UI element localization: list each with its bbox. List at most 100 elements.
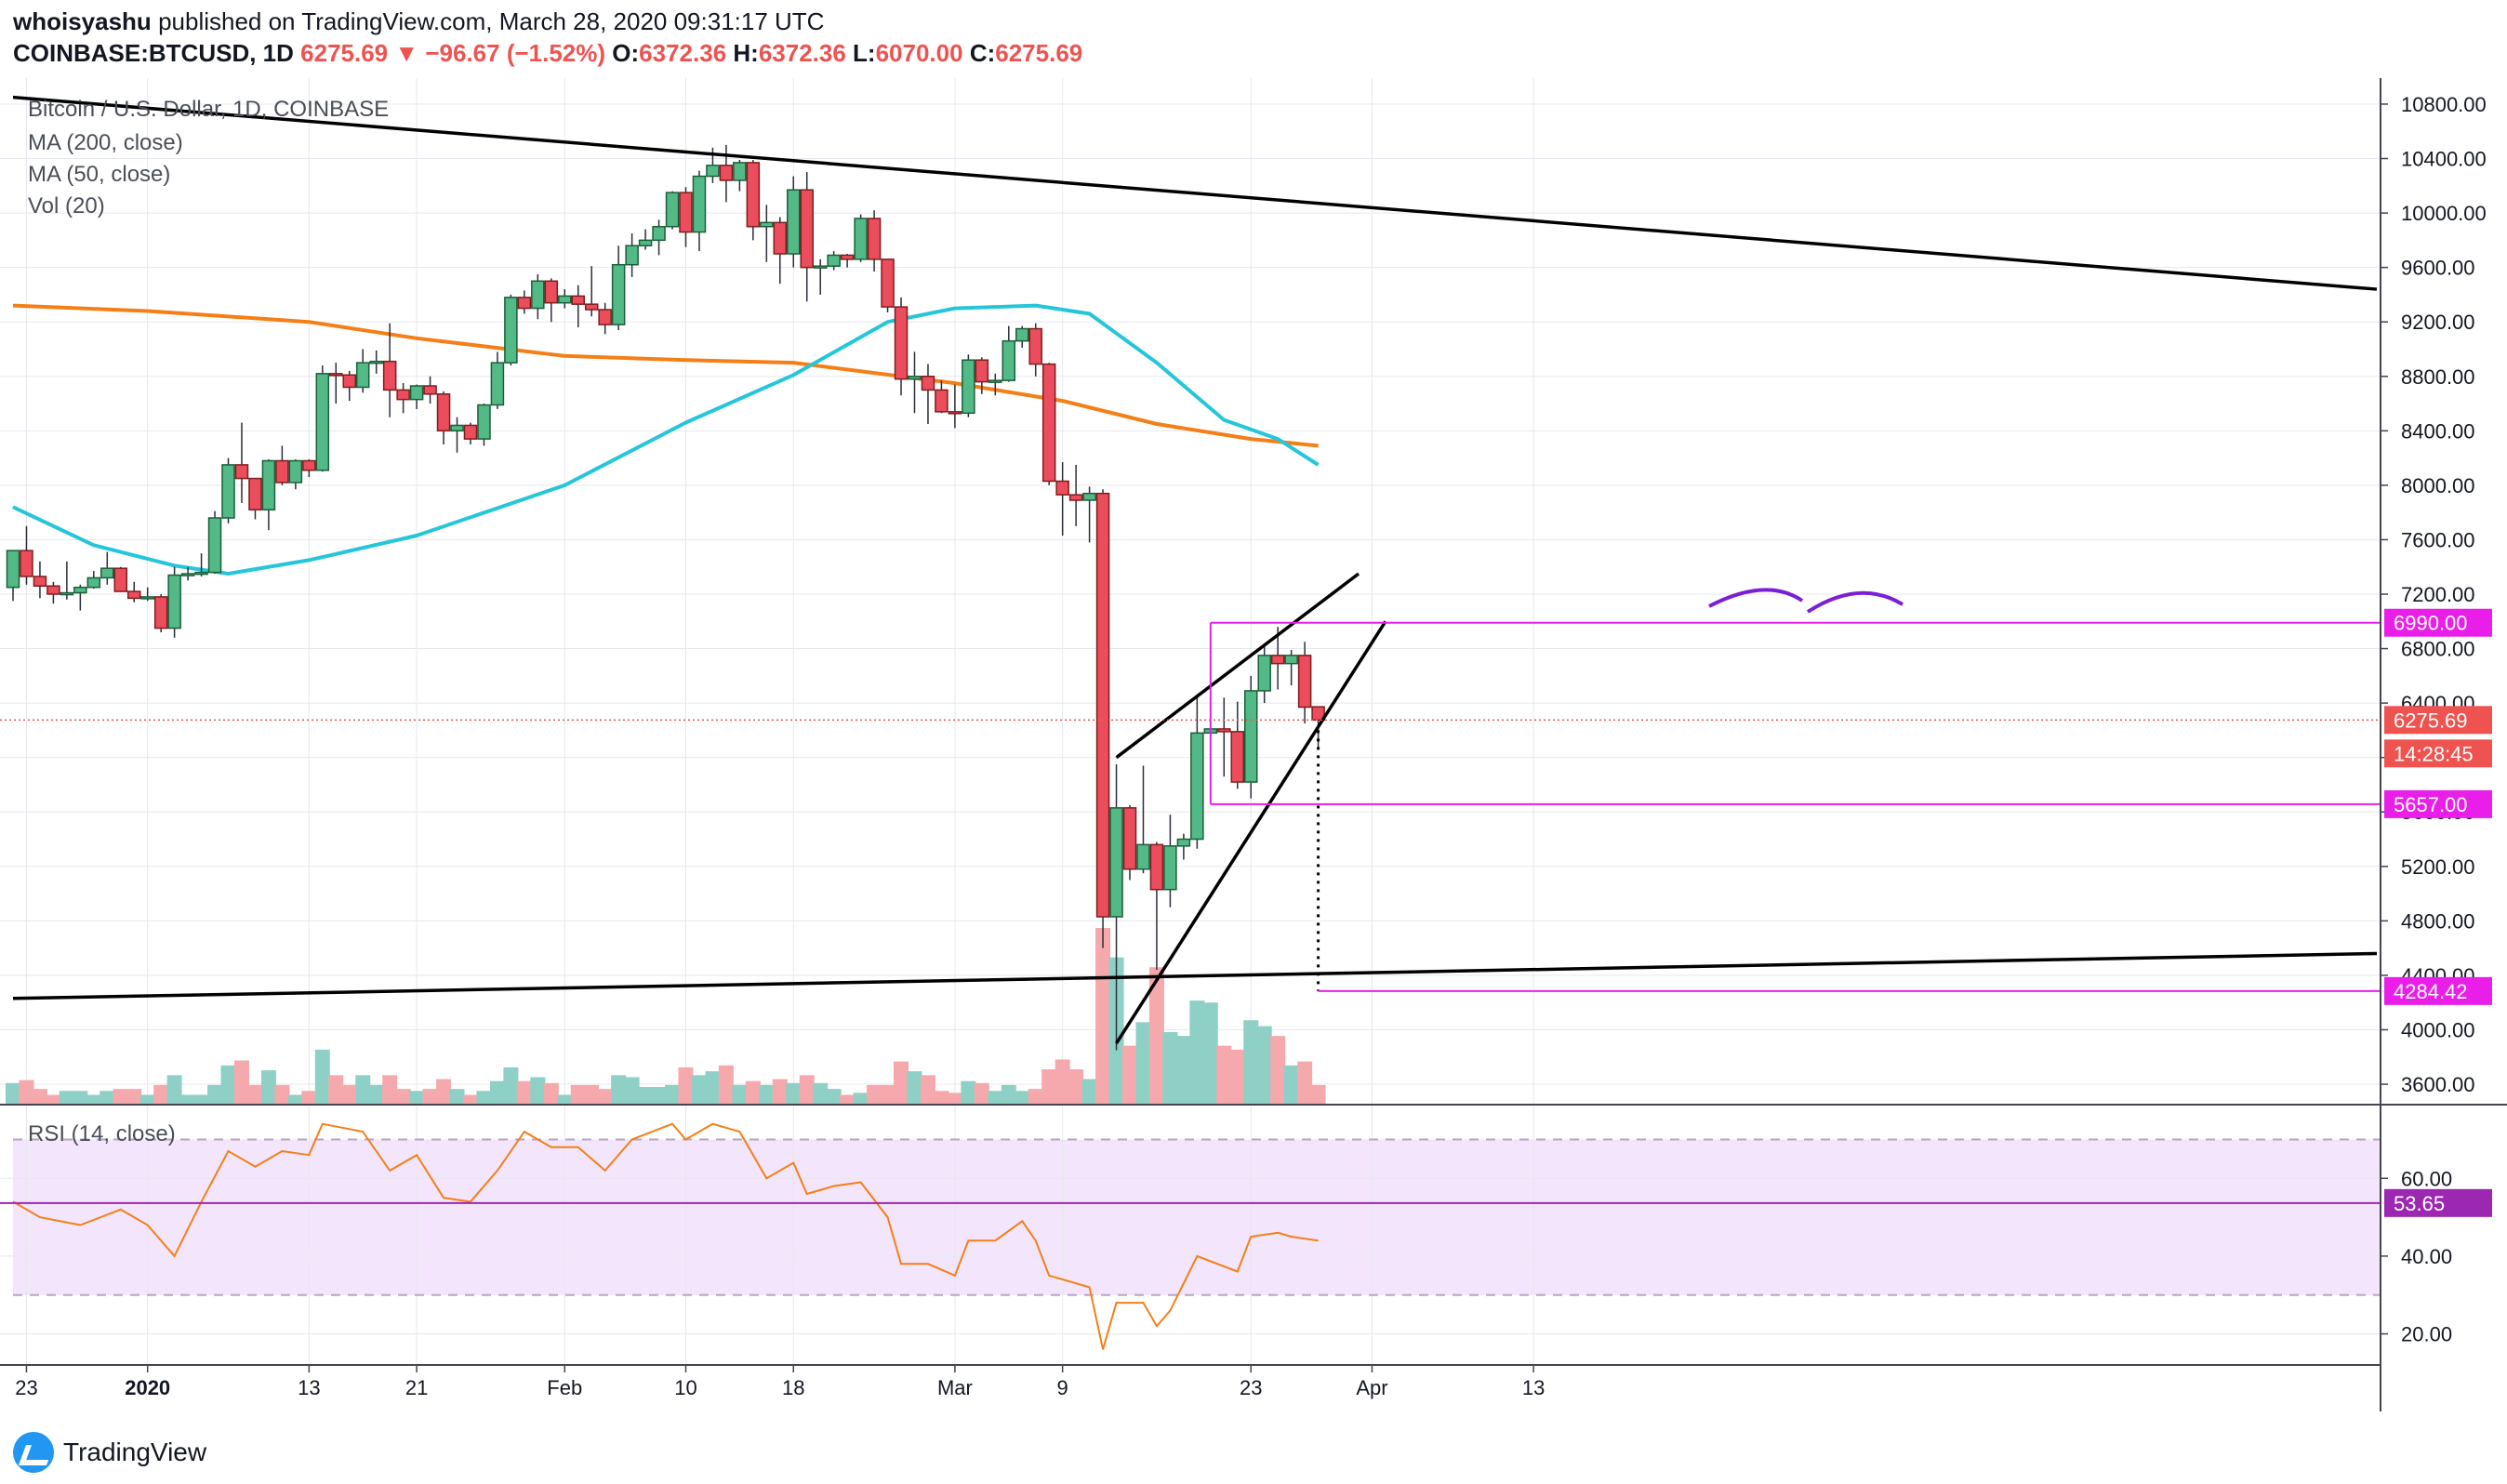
close-label: C: xyxy=(969,39,996,67)
open-value: 6372.36 xyxy=(639,39,727,67)
volume-bar xyxy=(1041,1069,1057,1105)
candle-body xyxy=(531,280,545,310)
volume-bar xyxy=(516,1080,532,1105)
candle-body xyxy=(921,376,935,391)
candle-body xyxy=(180,573,195,576)
volume-bar xyxy=(907,1071,922,1105)
candle-body xyxy=(504,297,518,364)
candle-body xyxy=(1122,807,1137,870)
volume-bar xyxy=(1283,1065,1299,1105)
legend-rsi[interactable]: RSI (14, close) xyxy=(28,1121,176,1146)
candle-body xyxy=(773,221,788,255)
ma200-line xyxy=(12,303,1319,448)
candle-body xyxy=(1055,480,1069,496)
volume-bar xyxy=(247,1084,263,1105)
volume-bar xyxy=(1243,1020,1259,1105)
legend-vol[interactable]: Vol (20) xyxy=(28,193,105,219)
candle-body xyxy=(288,459,303,484)
volume-bar xyxy=(233,1060,249,1105)
time-tick-label: 21 xyxy=(405,1376,428,1399)
price-tick-label: 6800.00 xyxy=(2401,638,2475,661)
volume-bar xyxy=(355,1075,371,1105)
candle-body xyxy=(1082,492,1096,501)
ohlc-line: COINBASE:BTCUSD, 1D 6275.69 ▼ −96.67 (−1… xyxy=(13,39,1082,68)
candle-body xyxy=(1190,732,1204,841)
author-name[interactable]: whoisyashu xyxy=(13,7,152,35)
candle-body xyxy=(153,596,168,629)
legend-title: Bitcoin / U.S. Dollar, 1D, COINBASE xyxy=(28,97,390,122)
volume-bar xyxy=(462,1094,478,1105)
footer-brand: TradingView xyxy=(13,1432,206,1473)
volume-bar xyxy=(1095,928,1111,1105)
candle-body xyxy=(706,165,720,178)
time-tick-label: 23 xyxy=(1240,1376,1262,1399)
volume-bar xyxy=(826,1089,842,1105)
candle-body xyxy=(1257,655,1271,692)
candle-body xyxy=(33,576,47,587)
volume-bar xyxy=(557,1094,573,1105)
candle-body xyxy=(760,221,774,228)
candle-body xyxy=(813,265,828,269)
volume-bar xyxy=(328,1075,344,1105)
candle-body xyxy=(1015,327,1029,342)
volume-bar xyxy=(745,1080,761,1105)
candle-body xyxy=(167,574,181,629)
legend-ma50[interactable]: MA (50, close) xyxy=(28,162,171,187)
volume-bar xyxy=(113,1089,128,1105)
volume-bar xyxy=(1270,1036,1286,1105)
volume-bar xyxy=(813,1082,829,1105)
candle-body xyxy=(1176,838,1191,847)
legend-ma200[interactable]: MA (200, close) xyxy=(28,130,183,155)
time-tick-label: Mar xyxy=(937,1376,973,1399)
candle-body xyxy=(1270,655,1285,665)
volume-bar xyxy=(166,1075,182,1105)
candle-body xyxy=(558,295,572,304)
volume-bar xyxy=(1148,967,1164,1105)
candle-body xyxy=(584,303,599,311)
volume-bar xyxy=(1015,1091,1030,1105)
countdown-label-bg xyxy=(2384,739,2492,768)
resistance-price-label-bg xyxy=(2384,608,2492,637)
volume-bar xyxy=(220,1065,236,1105)
volume-bar xyxy=(920,1075,935,1105)
candle-body xyxy=(840,254,855,260)
volume-bar xyxy=(988,1091,1003,1105)
symbol-label[interactable]: COINBASE:BTCUSD, 1D xyxy=(13,39,294,67)
time-tick-label: Apr xyxy=(1356,1376,1387,1399)
candle-body xyxy=(988,379,1002,383)
candle-body xyxy=(369,360,383,364)
volume-bar xyxy=(193,1094,209,1105)
price-tick-label: 4800.00 xyxy=(2401,909,2475,933)
target-price-label: 4284.42 xyxy=(2394,980,2468,1003)
time-tick-label: Feb xyxy=(547,1376,582,1399)
volume-bar xyxy=(1055,1059,1070,1105)
volume-bar xyxy=(368,1084,384,1105)
volume-bar xyxy=(99,1091,115,1105)
volume-bar xyxy=(139,1094,155,1105)
rsi-tick-label: 40.00 xyxy=(2401,1245,2452,1268)
price-tick-label: 8400.00 xyxy=(2401,419,2475,443)
candle-body xyxy=(544,280,559,304)
volume-bar xyxy=(1229,1049,1245,1105)
price-tick-label: 5200.00 xyxy=(2401,855,2475,879)
support-price-label: 5657.00 xyxy=(2394,793,2468,816)
candle-body xyxy=(261,459,276,510)
volume-bar xyxy=(853,1093,869,1105)
volume-bar xyxy=(287,1094,303,1105)
volume-bar xyxy=(489,1080,505,1105)
volume-bar xyxy=(153,1084,169,1105)
volume-bar xyxy=(260,1070,276,1105)
candle-body xyxy=(221,464,235,519)
candle-body xyxy=(140,596,154,600)
candle-body xyxy=(571,295,585,305)
volume-bar xyxy=(678,1067,694,1105)
volume-bar xyxy=(86,1094,101,1105)
volume-bar xyxy=(732,1084,748,1105)
volume-bar xyxy=(1310,1084,1326,1105)
volume-bar xyxy=(570,1084,586,1105)
price-tick-label: 7600.00 xyxy=(2401,528,2475,551)
resistance-trendline xyxy=(12,95,2378,291)
candle-body xyxy=(867,218,882,260)
volume-bar xyxy=(880,1084,895,1105)
